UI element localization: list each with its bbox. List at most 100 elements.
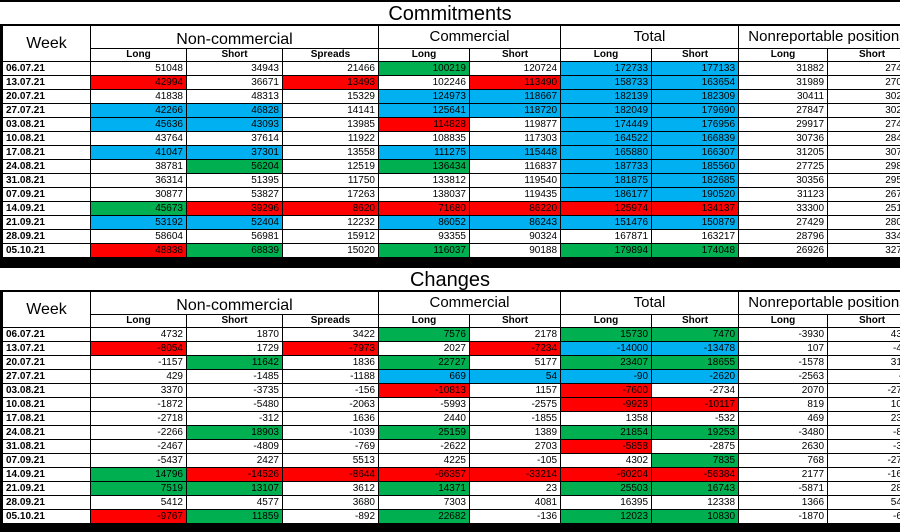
value-cell: 4081 bbox=[468, 495, 562, 510]
value-cell: 133812 bbox=[378, 173, 470, 188]
value-cell: -769 bbox=[282, 439, 379, 454]
value-cell: 1870 bbox=[186, 327, 283, 342]
value-cell: 2070 bbox=[738, 383, 829, 398]
value-cell: 37614 bbox=[186, 131, 283, 146]
table-row: 31.08.21 36314 51395 11750 133812 119540 18187… bbox=[2, 173, 900, 188]
value-cell: -8054 bbox=[90, 341, 187, 356]
value-cell: -105 bbox=[468, 453, 562, 468]
value-cell: -4809 bbox=[186, 439, 283, 454]
value-cell: 125641 bbox=[378, 103, 470, 118]
value-cell: -34 bbox=[827, 369, 900, 384]
value-cell: -2467 bbox=[90, 439, 187, 454]
value-cell: 138037 bbox=[378, 187, 470, 202]
value-cell: 125974 bbox=[560, 201, 653, 216]
value-cell: 5177 bbox=[468, 355, 562, 370]
week-cell: 17.08.21 bbox=[2, 145, 91, 160]
changes-week-header: Week bbox=[2, 291, 91, 328]
table-row: 10.08.21 43764 37614 11922 108835 117303 16452… bbox=[2, 131, 900, 146]
value-cell: 36314 bbox=[90, 173, 187, 188]
value-cell: 56981 bbox=[186, 229, 283, 244]
value-cell: 182309 bbox=[651, 89, 740, 104]
value-cell: 30241 bbox=[827, 89, 900, 104]
value-cell: -2766 bbox=[827, 453, 900, 468]
value-cell: 86220 bbox=[468, 201, 562, 216]
commitments-subheader-short: Short bbox=[186, 48, 283, 62]
value-cell: 16395 bbox=[560, 495, 653, 510]
value-cell: 186177 bbox=[560, 187, 653, 202]
value-cell: 33300 bbox=[738, 201, 829, 216]
value-cell: 28419 bbox=[827, 131, 900, 146]
value-cell: -33214 bbox=[468, 467, 562, 482]
value-cell: -10813 bbox=[378, 383, 470, 398]
value-cell: 4330 bbox=[827, 327, 900, 342]
week-cell: 14.09.21 bbox=[2, 201, 91, 216]
value-cell: -2622 bbox=[378, 439, 470, 454]
value-cell: 4225 bbox=[378, 453, 470, 468]
table-row: 14.09.21 14796 -14526 -8644 -66357 -33214 -602… bbox=[2, 467, 900, 482]
value-cell: 7576 bbox=[378, 327, 470, 342]
value-cell: 118720 bbox=[468, 103, 562, 118]
value-cell: 26780 bbox=[827, 187, 900, 202]
value-cell: 27482 bbox=[827, 61, 900, 76]
value-cell: 13107 bbox=[186, 481, 283, 496]
value-cell: 100219 bbox=[378, 61, 470, 76]
value-cell: 29546 bbox=[827, 173, 900, 188]
changes-subheader-long: Long bbox=[378, 314, 470, 328]
value-cell: -1485 bbox=[186, 369, 283, 384]
value-cell: 71680 bbox=[378, 201, 470, 216]
changes-subheader-row: Long Short Spreads Long Short Long Short Long Sh… bbox=[3, 314, 900, 328]
value-cell: 2359 bbox=[827, 411, 900, 426]
value-cell: 27725 bbox=[738, 159, 829, 174]
value-cell: 68839 bbox=[186, 243, 283, 258]
commitments-week-header: Week bbox=[2, 25, 91, 62]
table-row: 28.09.21 58604 56981 15912 93355 90324 167871 1… bbox=[2, 229, 900, 244]
value-cell: 1157 bbox=[468, 383, 562, 398]
value-cell: 31989 bbox=[738, 75, 829, 90]
week-cell: 13.07.21 bbox=[2, 341, 91, 356]
value-cell: 15730 bbox=[560, 327, 653, 342]
value-cell: 172733 bbox=[560, 61, 653, 76]
value-cell: 31123 bbox=[738, 187, 829, 202]
value-cell: 51048 bbox=[90, 61, 187, 76]
value-cell: 4302 bbox=[560, 453, 653, 468]
table-row: 06.07.21 4732 1870 3422 7576 2178 15730 7470 -39… bbox=[2, 327, 900, 342]
commitments-header-row: Week Non-commercial Commercial Total Nonrepo… bbox=[2, 25, 900, 62]
value-cell: 29898 bbox=[827, 159, 900, 174]
value-cell: 56204 bbox=[186, 159, 283, 174]
value-cell: 18903 bbox=[186, 425, 283, 440]
value-cell: 5513 bbox=[282, 453, 379, 468]
value-cell: -532 bbox=[651, 411, 740, 426]
table-row: 21.09.21 7519 13107 3612 14371 23 25503 16743 -5… bbox=[2, 481, 900, 496]
commitments-subheader-long: Long bbox=[560, 48, 653, 62]
value-cell: -3930 bbox=[738, 327, 829, 342]
value-cell: 53192 bbox=[90, 215, 187, 230]
changes-table: Week Non-commercial Commercial Total Nonrepo… bbox=[2, 291, 900, 524]
value-cell: 17263 bbox=[282, 187, 379, 202]
value-cell: 179894 bbox=[560, 243, 653, 258]
value-cell: -2575 bbox=[468, 397, 562, 412]
value-cell: 86052 bbox=[378, 215, 470, 230]
value-cell: 4577 bbox=[186, 495, 283, 510]
week-cell: 03.08.21 bbox=[2, 383, 91, 398]
table-row: 24.08.21 -2266 18903 -1039 25159 1389 21854 192… bbox=[2, 425, 900, 440]
value-cell: 5424 bbox=[827, 495, 900, 510]
value-cell: 12232 bbox=[282, 215, 379, 230]
value-cell: 25137 bbox=[827, 201, 900, 216]
week-cell: 10.08.21 bbox=[2, 131, 91, 146]
week-cell: 27.07.21 bbox=[2, 369, 91, 384]
value-cell: -2063 bbox=[282, 397, 379, 412]
value-cell: 39296 bbox=[186, 201, 283, 216]
value-cell: 4732 bbox=[90, 327, 187, 342]
value-cell: 41047 bbox=[90, 145, 187, 160]
value-cell: 12338 bbox=[651, 495, 740, 510]
value-cell: 45673 bbox=[90, 201, 187, 216]
table-row: 31.08.21 -2467 -4809 -769 -2622 2703 -5858 -287… bbox=[2, 439, 900, 454]
value-cell: 116037 bbox=[378, 243, 470, 258]
week-cell: 21.09.21 bbox=[2, 215, 91, 230]
value-cell: 42994 bbox=[90, 75, 187, 90]
value-cell: 182139 bbox=[560, 89, 653, 104]
value-cell: 90188 bbox=[468, 243, 562, 258]
value-cell: 38781 bbox=[90, 159, 187, 174]
changes-subheader-short: Short bbox=[651, 314, 740, 328]
value-cell: -60204 bbox=[560, 467, 653, 482]
